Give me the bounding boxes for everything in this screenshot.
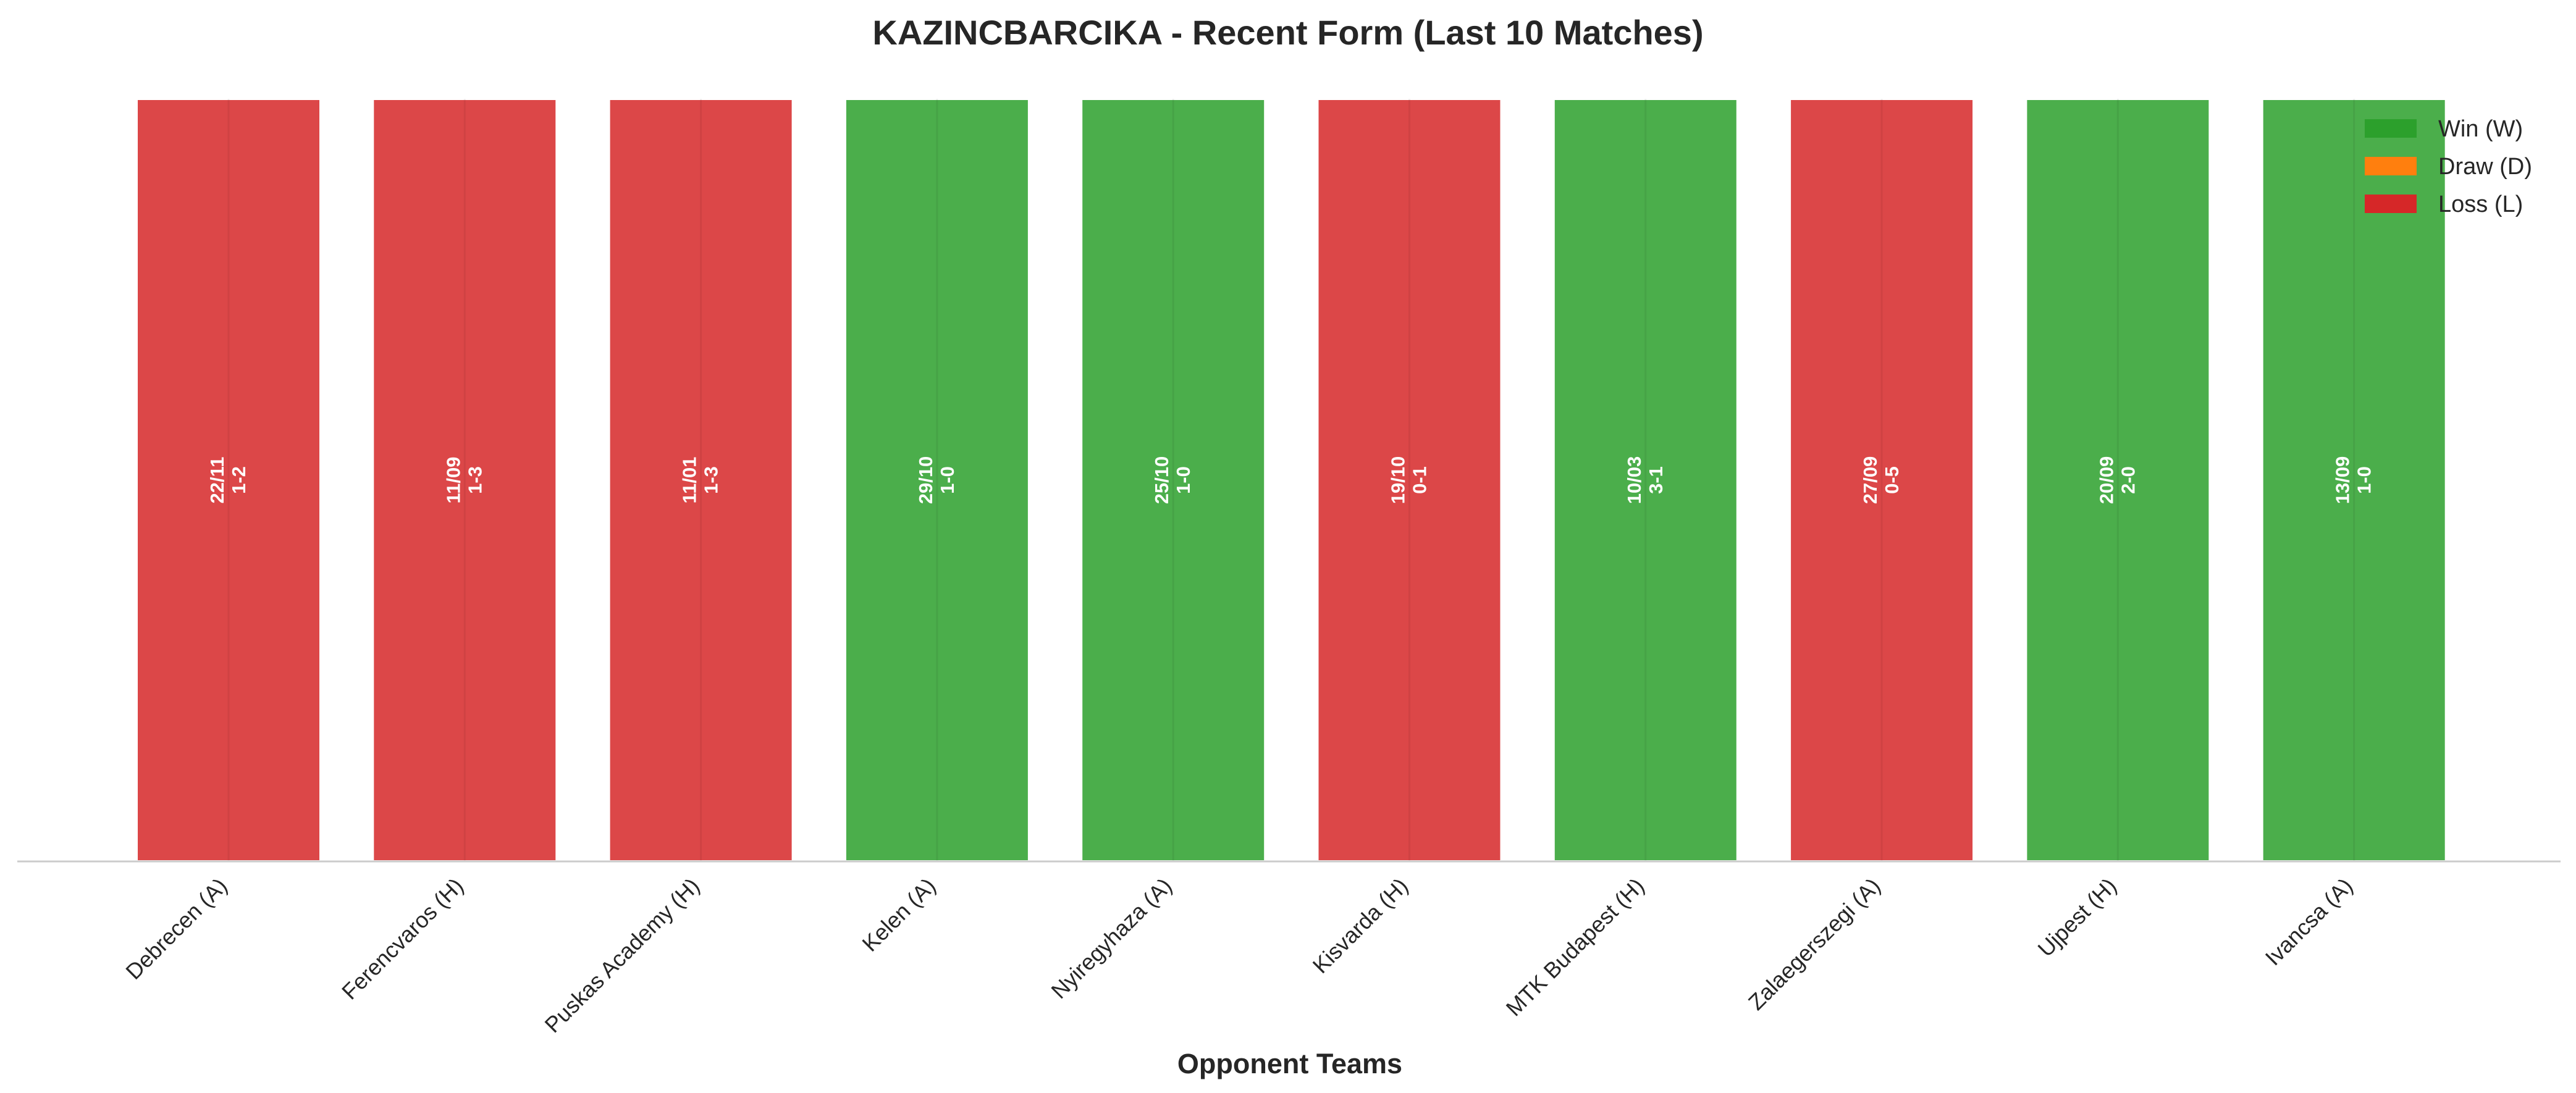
x-tick-label-7: MTK Budapest (H) (1501, 873, 1649, 1021)
bar-score: 1-3 (464, 466, 486, 494)
bar-6 (1316, 98, 1503, 863)
bar-4 (843, 98, 1030, 863)
bars-group: 22/111-2 11/091-3 11/011-3 29/101-0 25/101-0… (135, 98, 2448, 863)
x-tick-label-9: Ujpest (H) (2032, 873, 2121, 962)
x-tick-label-2: Ferencvaros (H) (337, 873, 468, 1005)
bar-date: 11/01 (679, 457, 701, 504)
x-tick-label-3: Puskas Academy (H) (540, 873, 705, 1038)
bar-date: 20/09 (2095, 456, 2117, 505)
bar-label-10: 13/091-0 (2332, 456, 2375, 505)
bar-2 (371, 98, 558, 863)
x-axis-label: Opponent Teams (1177, 1048, 1402, 1079)
bar-score: 1-0 (1172, 466, 1194, 494)
bar-date: 29/10 (915, 456, 937, 505)
bar-label-7: 10/033-1 (1623, 456, 1667, 505)
bar-3 (607, 98, 794, 863)
bar-score: 1-0 (2354, 466, 2375, 494)
bar-date: 19/10 (1387, 456, 1409, 505)
bar-label-4: 29/101-0 (915, 456, 958, 505)
bar-date: 25/10 (1151, 456, 1172, 505)
legend-label-l: Loss (L) (2438, 191, 2523, 217)
bar-score: 1-2 (228, 466, 250, 494)
x-tick-labels: Debrecen (A) Ferencvaros (H) Puskas Academ… (120, 873, 2357, 1038)
legend-swatch-w (2365, 119, 2417, 138)
bar-date: 11/09 (442, 457, 464, 504)
bar-5 (1080, 98, 1267, 863)
bar-date: 13/09 (2332, 456, 2354, 505)
bar-score: 1-0 (937, 466, 958, 494)
x-tick-label-4: Kelen (A) (857, 873, 940, 957)
bar-score: 3-1 (1645, 466, 1667, 494)
legend-swatch-l (2365, 195, 2417, 213)
bar-score: 0-1 (1409, 466, 1431, 494)
bar-label-9: 20/092-0 (2095, 456, 2139, 505)
bar-date: 10/03 (1623, 456, 1645, 505)
legend: Win (W) Draw (D) Loss (L) (2365, 116, 2532, 217)
bar-label-5: 25/101-0 (1151, 456, 1194, 505)
bar-10 (2260, 98, 2448, 863)
bar-7 (1552, 98, 1739, 863)
x-tick-label-1: Debrecen (A) (120, 873, 232, 984)
bar-1 (135, 98, 322, 863)
bar-score: 2-0 (2117, 466, 2139, 494)
bar-label-6: 19/100-1 (1387, 456, 1431, 505)
chart-title: KAZINCBARCIKA - Recent Form (Last 10 Mat… (872, 13, 1703, 52)
legend-label-w: Win (W) (2438, 116, 2523, 142)
x-tick-label-5: Nyiregyhaza (A) (1046, 873, 1176, 1003)
bar-label-8: 27/090-5 (1859, 456, 1903, 505)
bar-date: 22/11 (206, 457, 228, 504)
bar-score: 0-5 (1881, 466, 1903, 494)
x-tick-label-10: Ivancsa (A) (2260, 873, 2358, 971)
x-tick-label-8: Zalaegerszegi (A) (1743, 873, 1885, 1015)
legend-label-d: Draw (D) (2438, 154, 2532, 180)
bar-label-3: 11/011-3 (679, 457, 722, 504)
bar-date: 27/09 (1859, 456, 1881, 505)
bar-label-1: 22/111-2 (206, 457, 250, 504)
x-tick-label-6: Kisvarda (H) (1308, 873, 1413, 978)
bar-score: 1-3 (701, 466, 722, 494)
bar-label-2: 11/091-3 (442, 457, 486, 504)
legend-swatch-d (2365, 157, 2417, 175)
